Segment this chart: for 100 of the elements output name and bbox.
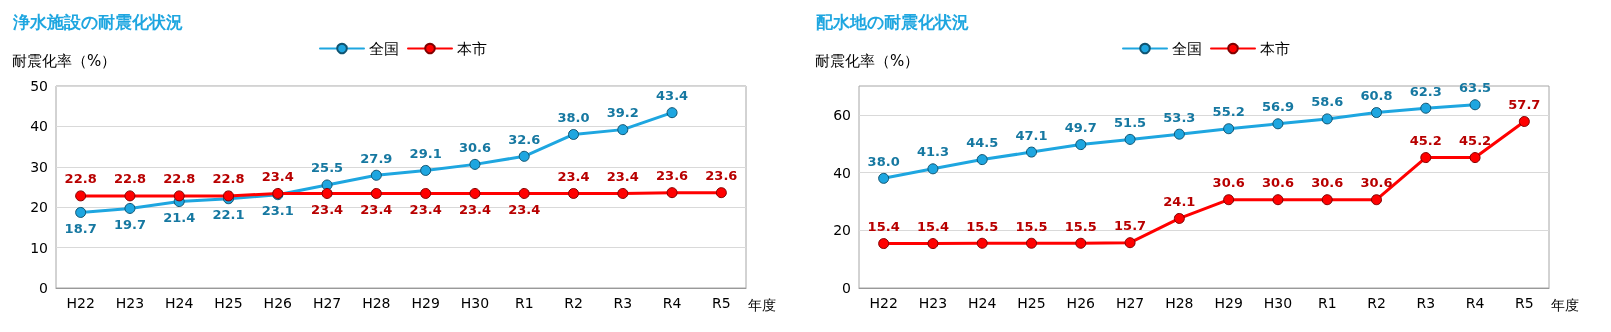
y-tick-label: 40 [30, 118, 48, 135]
data-label: 18.7 [64, 220, 97, 236]
chart-title: 浄水施設の耐震化状況 [12, 11, 183, 32]
data-label: 22.8 [113, 171, 146, 187]
data-label: 30.6 [1212, 175, 1245, 191]
data-label: 15.5 [966, 218, 999, 234]
x-tick-label: H27 [312, 295, 342, 311]
legend-label: 全国 [1172, 39, 1202, 58]
legend-label: 本市 [1260, 39, 1290, 58]
data-label: 21.4 [163, 210, 196, 226]
data-label: 45.2 [1409, 133, 1442, 149]
x-tick-label: H27 [1115, 295, 1145, 311]
data-label: 23.1 [261, 203, 294, 219]
data-label: 23.4 [311, 201, 344, 217]
data-label: 24.1 [1163, 193, 1196, 209]
data-label: 49.7 [1064, 120, 1097, 136]
x-tick-label: R1 [514, 295, 534, 311]
data-label: 23.4 [360, 201, 393, 217]
y-tick-label: 0 [39, 280, 48, 296]
data-label: 23.4 [508, 201, 541, 217]
y-axis-title: 耐震化率（%） [815, 51, 920, 70]
x-tick-label: H30 [1263, 295, 1293, 311]
data-label: 15.4 [867, 219, 900, 235]
y-tick-label: 50 [30, 78, 48, 94]
data-label: 56.9 [1261, 99, 1294, 115]
data-label: 15.5 [1015, 218, 1048, 234]
data-label: 30.6 [1261, 175, 1294, 191]
x-tick-label: R2 [564, 295, 583, 311]
x-tick-label: H28 [362, 295, 391, 311]
y-tick-label: 40 [833, 164, 851, 181]
data-label: 22.8 [212, 171, 245, 187]
y-axis-title: 耐震化率（%） [12, 51, 117, 70]
x-tick-label: R2 [1367, 295, 1386, 311]
y-tick-label: 60 [833, 106, 851, 123]
x-tick-label: R5 [712, 295, 731, 311]
data-label: 22.8 [163, 171, 196, 187]
x-tick-label: H29 [411, 295, 440, 311]
data-label: 30.6 [1360, 175, 1393, 191]
data-label: 25.5 [311, 160, 344, 176]
x-tick-label: R1 [1317, 295, 1337, 311]
data-label: 15.4 [916, 219, 949, 235]
x-tick-label: R5 [1515, 295, 1534, 311]
data-label: 51.5 [1114, 114, 1147, 130]
y-tick-label: 30 [30, 158, 48, 175]
data-label: 27.9 [360, 150, 393, 166]
x-tick-label: R4 [1465, 295, 1485, 311]
x-tick-label: H24 [165, 295, 194, 311]
data-label: 43.4 [656, 88, 689, 104]
legend-label: 本市 [457, 39, 487, 58]
data-label: 47.1 [1015, 127, 1048, 143]
data-label: 30.6 [458, 139, 491, 155]
data-label: 23.4 [557, 168, 590, 184]
data-label: 38.0 [867, 153, 900, 169]
data-label: 23.6 [656, 168, 689, 184]
data-label: 29.1 [409, 145, 442, 161]
data-label: 57.7 [1508, 96, 1541, 112]
data-label: 19.7 [113, 216, 146, 232]
x-tick-label: H25 [214, 295, 243, 311]
data-label: 23.4 [458, 201, 491, 217]
x-tick-label: H26 [263, 295, 293, 311]
data-label: 44.5 [966, 135, 999, 151]
y-tick-label: 10 [30, 239, 48, 256]
data-label: 53.3 [1163, 109, 1196, 125]
x-axis-title: 年度 [748, 297, 776, 313]
x-tick-label: H29 [1214, 295, 1243, 311]
x-tick-label: H28 [1165, 295, 1194, 311]
data-label: 45.2 [1459, 133, 1492, 149]
data-label: 15.7 [1114, 218, 1147, 234]
x-tick-label: H26 [1066, 295, 1096, 311]
data-label: 41.3 [916, 144, 949, 160]
data-label: 62.3 [1409, 83, 1442, 99]
data-label: 23.4 [261, 168, 294, 184]
data-label: 55.2 [1212, 104, 1245, 120]
x-tick-label: H22 [66, 295, 95, 311]
data-label: 63.5 [1459, 80, 1492, 96]
data-label: 23.6 [705, 168, 738, 184]
data-label: 30.6 [1311, 175, 1344, 191]
legend-label: 全国 [369, 39, 399, 58]
data-label: 22.1 [212, 207, 245, 223]
x-axis-title: 年度 [1551, 297, 1579, 313]
data-label: 22.8 [64, 171, 97, 187]
x-tick-label: H24 [968, 295, 997, 311]
x-tick-label: R3 [1416, 295, 1436, 311]
x-tick-label: H30 [460, 295, 490, 311]
x-tick-label: R4 [662, 295, 682, 311]
x-tick-label: H23 [115, 295, 145, 311]
data-label: 58.6 [1311, 94, 1344, 110]
data-label: 60.8 [1360, 88, 1393, 104]
data-label: 38.0 [557, 109, 590, 125]
x-tick-label: H22 [869, 295, 898, 311]
data-label: 23.4 [409, 201, 442, 217]
data-label: 39.2 [606, 105, 639, 121]
data-label: 15.5 [1064, 218, 1097, 234]
chart-title: 配水地の耐震化状況 [816, 11, 969, 32]
x-tick-label: H23 [918, 295, 948, 311]
data-label: 32.6 [508, 131, 541, 147]
data-label: 23.4 [606, 168, 639, 184]
y-tick-label: 20 [30, 199, 48, 216]
y-tick-label: 0 [842, 280, 851, 296]
x-tick-label: R3 [613, 295, 633, 311]
